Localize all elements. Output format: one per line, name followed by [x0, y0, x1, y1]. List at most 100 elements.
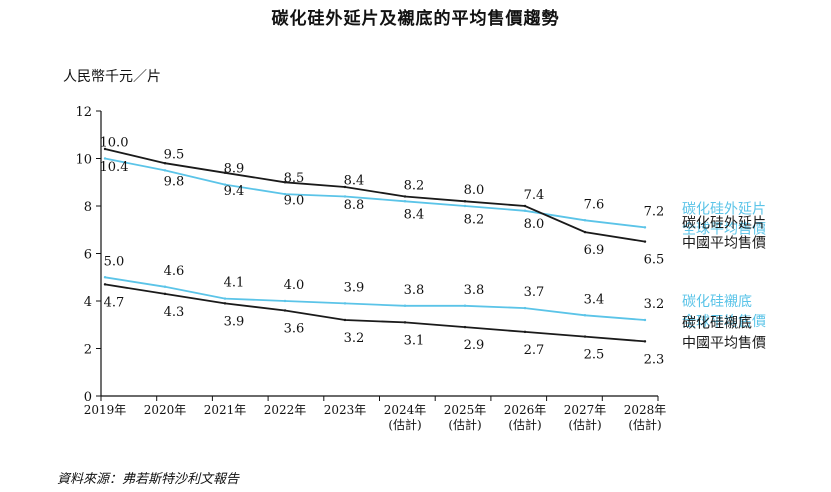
data-label: 9.8 — [164, 174, 185, 189]
series-lines — [103, 147, 647, 343]
data-label: 8.0 — [464, 183, 485, 198]
data-point — [523, 209, 527, 212]
data-point — [163, 285, 167, 288]
data-point — [463, 200, 467, 203]
x-tick-label: (估計) — [508, 417, 541, 432]
data-point — [583, 230, 587, 234]
data-point — [523, 330, 527, 334]
data-label: 3.9 — [344, 280, 365, 295]
legend-entry: 全球平均售價 — [682, 313, 766, 330]
data-point — [103, 283, 107, 286]
data-label: 3.7 — [524, 285, 545, 300]
data-label: 3.1 — [404, 333, 425, 348]
data-label: 4.7 — [104, 295, 125, 310]
data-label: 7.4 — [524, 188, 545, 203]
data-label: 3.9 — [224, 314, 245, 329]
data-point — [223, 302, 227, 305]
x-tick-label: 2025年 — [444, 403, 487, 417]
data-label: 9.5 — [164, 147, 185, 162]
data-label: 9.4 — [224, 184, 245, 199]
y-axis-unit-label: 人民幣千元／片 — [63, 69, 161, 85]
y-tick-label: 2 — [84, 343, 92, 358]
chart-title: 碳化硅外延片及襯底的平均售價趨勢 — [271, 9, 560, 29]
y-tick-label: 10 — [75, 153, 92, 168]
data-point — [643, 226, 647, 229]
data-point — [343, 318, 347, 322]
data-point — [643, 240, 647, 243]
x-tick-label: (估計) — [628, 417, 661, 432]
legend-entry: 碳化硅襯底 — [682, 293, 752, 310]
series-line — [104, 148, 646, 243]
data-label: 3.2 — [644, 297, 665, 312]
data-label: 8.4 — [404, 208, 425, 223]
data-point — [403, 195, 407, 198]
data-point — [283, 192, 287, 196]
data-label: 8.8 — [344, 198, 365, 213]
data-point — [523, 204, 527, 208]
x-tick-label: 2022年 — [264, 403, 307, 417]
data-point — [463, 204, 467, 208]
data-label: 8.9 — [224, 162, 245, 177]
legend-entry: 中國平均售價 — [682, 235, 766, 252]
series-line — [104, 276, 646, 321]
data-label: 5.0 — [104, 254, 125, 269]
y-tick-label: 0 — [84, 390, 92, 405]
data-label: 10.4 — [100, 160, 129, 175]
data-point — [223, 183, 227, 186]
data-point — [643, 318, 647, 322]
x-tick-label: 2023年 — [324, 403, 367, 417]
data-label: 8.2 — [464, 212, 485, 227]
x-tick-label: (估計) — [568, 417, 601, 432]
data-label: 2.3 — [644, 352, 665, 367]
legend-entry: 中國平均售價 — [682, 334, 766, 351]
x-tick-label: 2021年 — [204, 403, 247, 417]
data-label: 4.6 — [164, 264, 185, 279]
data-point — [583, 335, 587, 338]
data-point — [103, 147, 107, 151]
data-label: 2.5 — [584, 348, 605, 363]
data-label: 10.0 — [100, 136, 129, 151]
data-label: 2.9 — [464, 338, 485, 353]
data-point — [583, 314, 587, 317]
data-point — [163, 169, 167, 172]
data-label: 3.6 — [284, 322, 305, 337]
data-point — [163, 292, 167, 296]
data-point — [343, 195, 347, 198]
data-label: 3.4 — [584, 292, 605, 307]
x-tick-label: 2024年 — [384, 403, 427, 417]
data-point — [103, 157, 107, 160]
data-label: 4.0 — [284, 278, 305, 293]
data-point — [583, 219, 587, 222]
data-label: 9.0 — [284, 193, 305, 208]
y-tick-label: 8 — [84, 200, 92, 215]
x-tick-label: (估計) — [448, 417, 481, 432]
data-point — [463, 325, 467, 329]
source-note: 資料來源：弗若斯特沙利文報告 — [57, 472, 240, 487]
data-point — [283, 181, 287, 184]
series-line — [104, 157, 646, 229]
data-point — [283, 299, 287, 303]
data-label: 8.2 — [404, 178, 425, 193]
data-label: 7.2 — [644, 204, 665, 219]
data-label: 4.3 — [164, 305, 185, 320]
data-label: 4.1 — [224, 276, 245, 291]
data-point — [343, 185, 347, 189]
data-point — [523, 306, 527, 310]
x-tick-label: 2028年 — [624, 403, 667, 417]
x-tick-label: (估計) — [388, 417, 421, 432]
data-point — [403, 321, 407, 324]
legend-entry: 全球平均售價 — [682, 220, 766, 237]
legend-entry: 碳化硅外延片 — [682, 201, 766, 217]
data-point — [223, 171, 227, 174]
data-point — [463, 304, 467, 307]
data-label: 2.7 — [524, 343, 545, 358]
legend-entry: 碳化硅外延片 — [682, 216, 766, 232]
data-point — [643, 340, 647, 343]
data-label: 3.2 — [344, 331, 365, 346]
data-label: 3.8 — [404, 283, 425, 298]
legend-entry: 碳化硅襯底 — [682, 314, 752, 331]
data-label: 8.4 — [344, 174, 365, 189]
data-labels: 10.0 9.5 8.9 8.5 8.4 8.2 8.0 7.4 7.6 7.2 10.4 9.8 9.… — [100, 136, 665, 368]
